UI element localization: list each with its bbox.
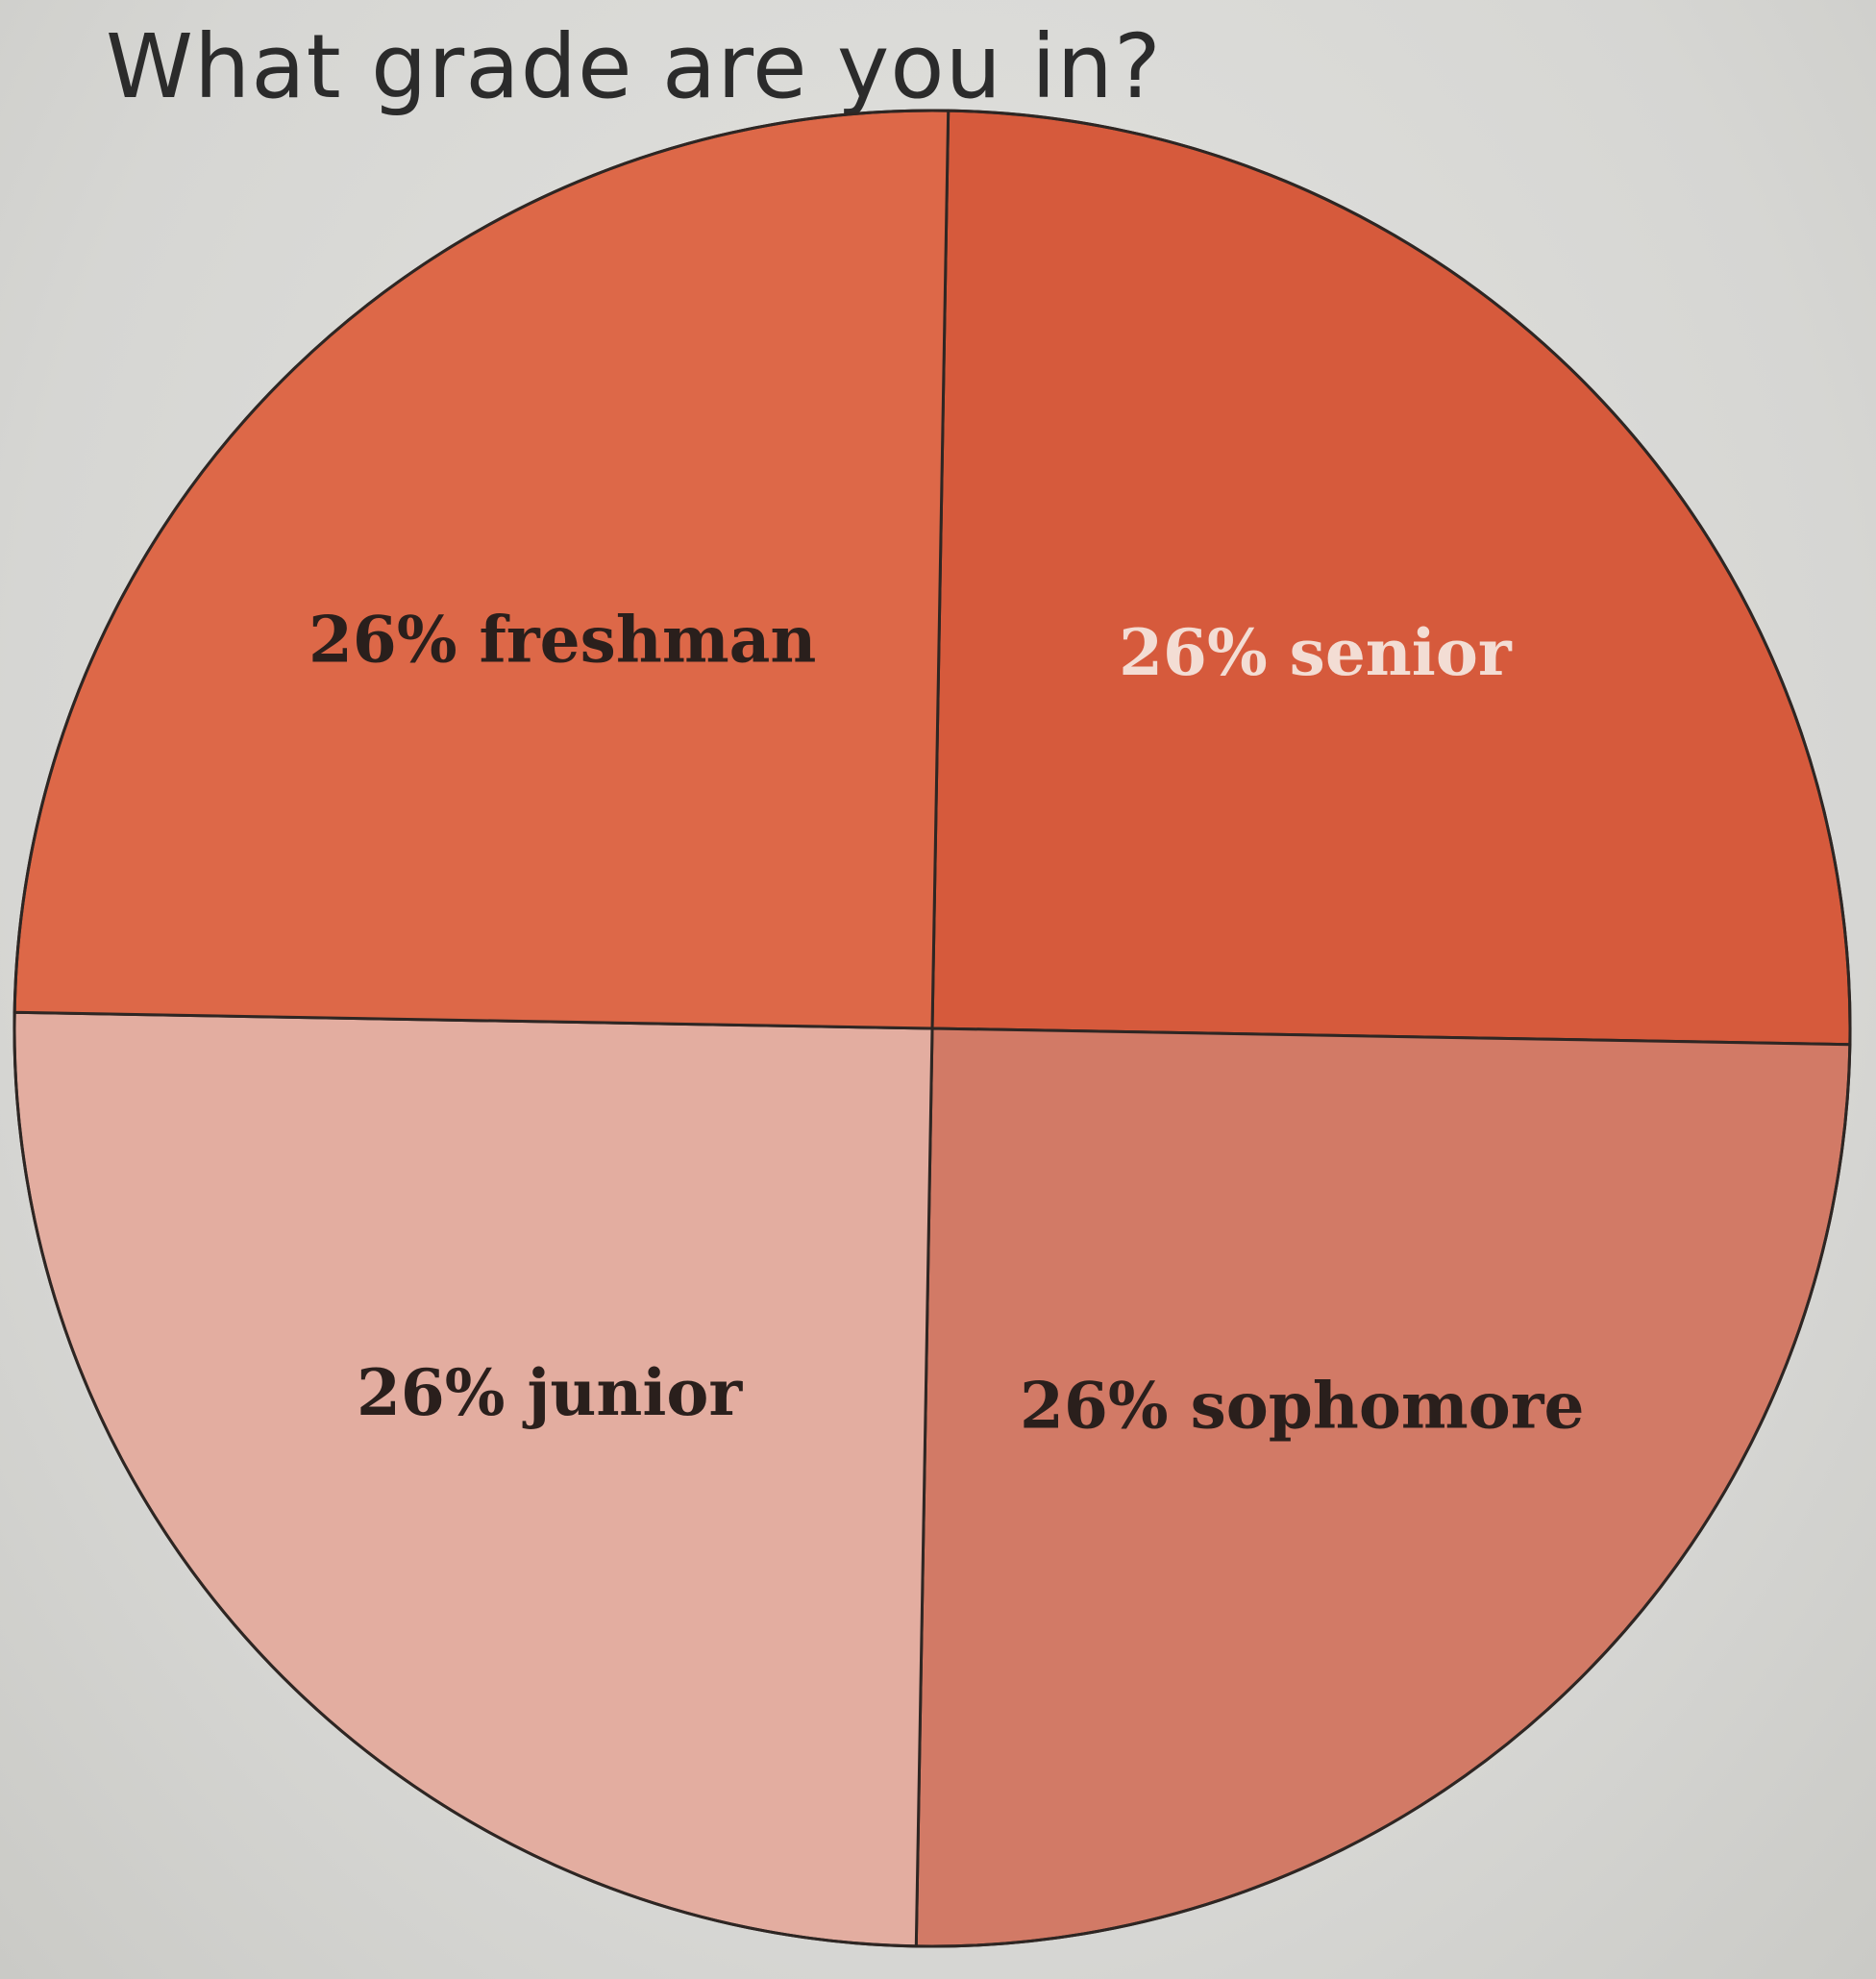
pie-slice-freshman	[12, 109, 950, 1030]
pie-slice-junior	[12, 1010, 934, 1948]
pie-slice-senior	[930, 109, 1852, 1047]
pie-label-senior: 26% senior	[1119, 615, 1513, 690]
pie-slices	[12, 109, 1852, 1948]
pie-label-junior: 26% junior	[357, 1355, 743, 1430]
pie-slice-sophomore	[914, 1027, 1852, 1948]
chart-title: What grade are you in?	[106, 15, 1162, 118]
pie-label-sophomore: 26% sophomore	[1020, 1368, 1585, 1443]
pie-outline	[12, 109, 1852, 1948]
pie-label-freshman: 26% freshman	[309, 603, 816, 678]
pie-labels: 26% senior 26% sophomore 26% junior 26% fre…	[309, 603, 1585, 1444]
